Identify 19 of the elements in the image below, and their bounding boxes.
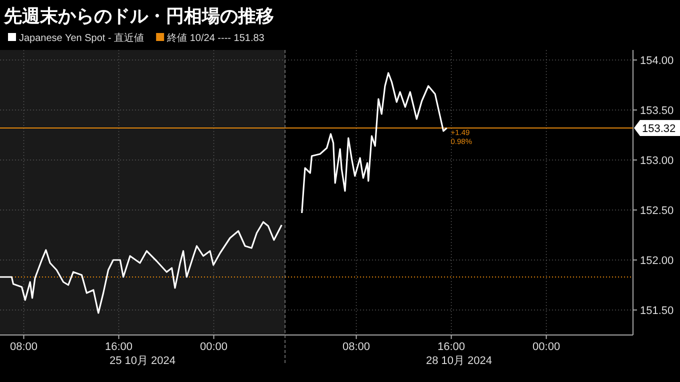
y-tick-label: 153.00 (640, 155, 674, 167)
y-tick-label: 154.00 (640, 55, 674, 67)
y-tick-label: 153.50 (640, 105, 674, 117)
legend-label: Japanese Yen Spot - 直近値 (19, 32, 144, 44)
ref-line-label: 153.32 (642, 123, 676, 135)
x-tick-label: 16:00 (104, 341, 133, 353)
text: 28 10月 2024 (426, 355, 492, 367)
y-tick-label: 152.00 (640, 255, 674, 267)
line-series (301, 72, 448, 214)
x-tick-label: 16:00 (438, 341, 466, 353)
x-tick-label: 08:00 (342, 341, 370, 353)
x-tick-label: 00:00 (200, 341, 228, 353)
x-tick-label: 08:00 (10, 341, 38, 353)
text: 25 10月 2024 (109, 355, 176, 367)
legend-label: 終値 10/24 ---- 151.83 (166, 32, 265, 44)
y-tick-label: 152.50 (640, 205, 674, 217)
x-tick-label: 00:00 (532, 341, 560, 353)
chart-title: 先週末からのドル・円相場の推移 (3, 6, 274, 26)
y-tick-label: 151.50 (640, 305, 674, 317)
